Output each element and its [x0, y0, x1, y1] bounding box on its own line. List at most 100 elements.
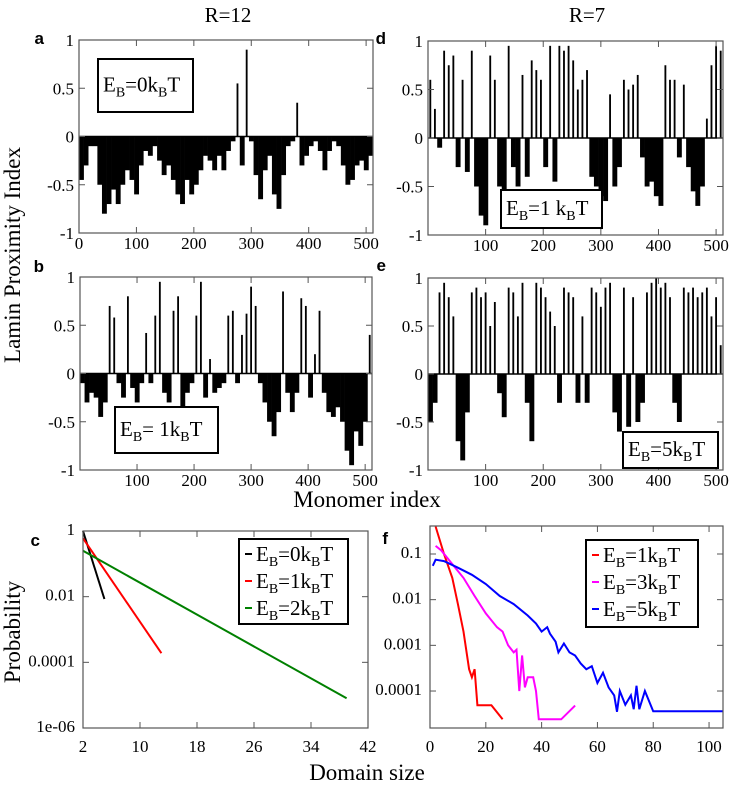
bar — [262, 136, 268, 171]
bar — [359, 136, 365, 161]
legend-t: T — [167, 73, 180, 97]
bar — [590, 287, 593, 374]
x-tick-label: 80 — [645, 737, 662, 756]
legend-sub: B — [311, 582, 320, 597]
plot-frame — [78, 39, 374, 234]
legend-mid: =1k — [278, 569, 311, 593]
legend-label: EB=1kBT — [603, 543, 680, 571]
bar — [507, 287, 510, 374]
legend-mid: =0k — [125, 73, 158, 97]
bar — [682, 287, 685, 374]
bar — [535, 282, 538, 374]
legend-mid: =1k — [625, 543, 658, 567]
series-line-2 — [82, 549, 348, 700]
bar — [581, 316, 584, 374]
y-tick-label: 0.01 — [392, 589, 422, 608]
bar — [189, 136, 195, 195]
bar — [314, 354, 316, 374]
y-tick-label: -1 — [409, 461, 423, 480]
legend-mid: =0k — [278, 542, 311, 566]
bar — [443, 50, 446, 139]
bar — [313, 136, 319, 142]
bar — [715, 297, 718, 374]
bar — [152, 136, 158, 147]
bar — [115, 136, 121, 205]
bar — [326, 373, 332, 413]
bar — [353, 373, 359, 432]
bar — [474, 138, 480, 187]
x-tick-label: 300 — [238, 471, 264, 490]
bar — [692, 287, 694, 374]
bar — [659, 287, 662, 374]
bar — [184, 373, 190, 393]
bar — [98, 373, 104, 417]
legend-e: E — [256, 569, 269, 593]
bar — [299, 136, 305, 166]
bar — [632, 297, 635, 374]
y-tick-label: -0.5 — [396, 413, 423, 432]
x-tick-label: 20 — [477, 737, 494, 756]
x-tick-label: 200 — [181, 471, 207, 490]
bar — [530, 60, 533, 138]
x-tick-label: 100 — [696, 737, 722, 756]
bar — [101, 136, 107, 214]
bar — [130, 373, 136, 388]
legend-sub: B — [269, 555, 278, 570]
legend-sub: B — [641, 450, 650, 465]
y-tick-label: 0 — [66, 128, 75, 147]
bar — [497, 374, 503, 394]
bar — [248, 136, 254, 142]
x-tick-label: 400 — [295, 471, 321, 490]
title-r7: R=7 — [569, 3, 605, 27]
bar — [79, 136, 84, 180]
legend-label: EB=5kBT — [603, 597, 680, 625]
bar — [658, 138, 664, 206]
y-tick-label: 0.5 — [402, 317, 423, 336]
bar — [581, 79, 584, 138]
bar — [241, 334, 243, 374]
y-tick-label: 0.01 — [45, 586, 75, 605]
bar — [622, 287, 625, 374]
bar — [460, 374, 466, 461]
legend-sub: B — [616, 556, 625, 571]
legend-e: E — [256, 596, 269, 620]
legend-sub: B — [180, 430, 189, 445]
x-tick-label: 500 — [703, 236, 729, 255]
bar — [368, 334, 371, 374]
bar — [147, 136, 153, 156]
legend-e: E — [603, 570, 616, 594]
bar — [464, 138, 470, 172]
bar — [567, 292, 570, 374]
bar — [145, 332, 148, 374]
bar — [710, 316, 713, 374]
bar — [345, 136, 351, 185]
bar — [321, 373, 327, 393]
y-tick-label: 0.0001 — [375, 680, 422, 699]
bar — [543, 138, 549, 168]
y-tick-label: 1 — [66, 31, 75, 50]
legend-frame — [97, 58, 194, 113]
bar — [271, 136, 277, 195]
bar — [653, 138, 659, 197]
bar — [616, 374, 622, 432]
bar — [124, 136, 130, 171]
bar — [572, 297, 575, 374]
panels: a 10.50-0.5-10 100 200 300 400 500EB=0kBTb10.5… — [28, 29, 729, 756]
bar — [705, 287, 708, 374]
bar — [432, 374, 438, 403]
x-tick-label: 300 — [239, 234, 265, 253]
x-tick-label: 100 — [124, 234, 150, 253]
bar — [664, 65, 667, 138]
y-tick-label: 1 — [415, 269, 424, 288]
bar — [138, 136, 144, 166]
bar — [143, 136, 149, 151]
bar — [544, 297, 547, 374]
bar — [455, 374, 461, 442]
legend-sub: B — [269, 609, 278, 624]
x-tick-label: 40 — [533, 737, 550, 756]
bar — [113, 317, 116, 374]
bar — [438, 292, 441, 374]
bar — [524, 138, 530, 177]
series-line-0 — [434, 526, 504, 720]
bar — [304, 305, 307, 374]
